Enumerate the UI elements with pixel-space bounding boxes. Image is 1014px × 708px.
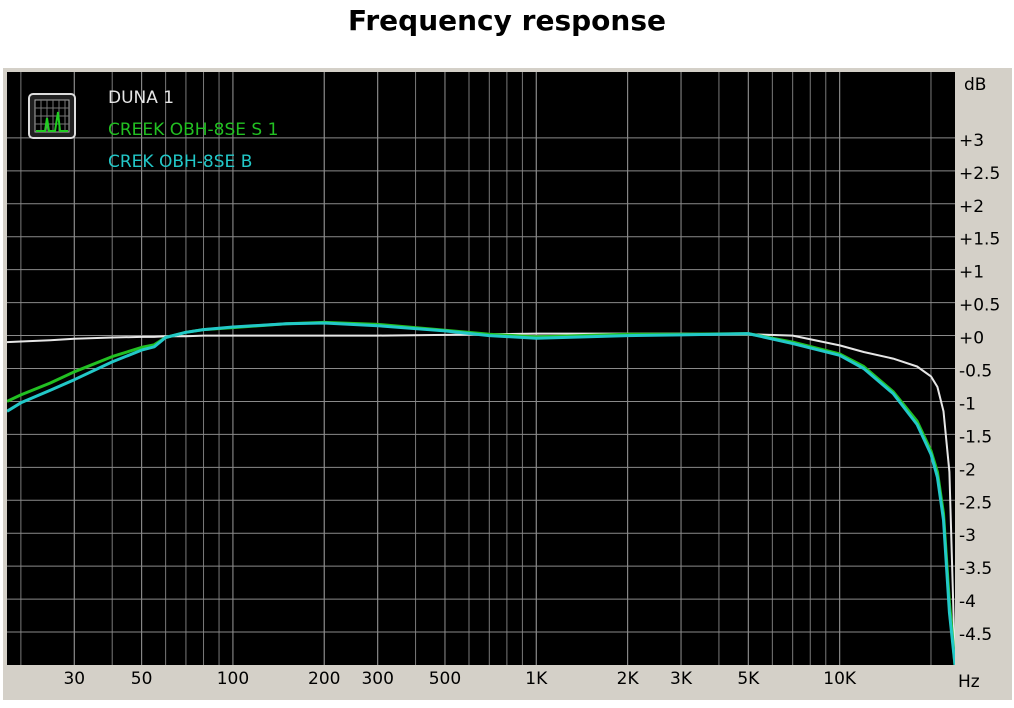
- series-line: [7, 321, 955, 665]
- x-tick-label: 1K: [525, 669, 548, 689]
- y-tick-label: -3: [959, 526, 976, 546]
- x-tick-label: 300: [361, 669, 393, 689]
- legend-entry: DUNA 1: [108, 88, 174, 108]
- y-tick-label: -1: [959, 394, 976, 414]
- y-tick-label: +1.5: [959, 230, 1000, 250]
- x-tick-label: 200: [308, 669, 340, 689]
- y-tick-label: +3: [959, 131, 984, 151]
- x-tick-label: 30: [63, 669, 85, 689]
- legend-icon: [28, 93, 76, 139]
- y-tick-label: -2.5: [959, 493, 992, 513]
- x-tick-label: 5K: [737, 669, 760, 689]
- x-tick-label: 100: [217, 669, 249, 689]
- y-tick-label: -1.5: [959, 427, 992, 447]
- grid: [7, 72, 955, 665]
- y-tick-label: +0: [959, 329, 984, 349]
- y-tick-label: +1: [959, 263, 984, 283]
- y-tick-label: +2: [959, 197, 984, 217]
- x-tick-label: 50: [131, 669, 153, 689]
- y-unit: dB: [964, 75, 986, 95]
- x-tick-label: 2K: [617, 669, 640, 689]
- y-tick-label: -4.5: [959, 625, 992, 645]
- y-tick-label: +2.5: [959, 164, 1000, 184]
- legend-entry: CREEK OBH-8SE S 1: [108, 120, 278, 140]
- y-tick-label: +0.5: [959, 296, 1000, 316]
- x-tick-label: 10K: [823, 669, 857, 689]
- y-tick-label: -2: [959, 460, 976, 480]
- x-tick-label: 3K: [670, 669, 693, 689]
- y-tick-label: -0.5: [959, 362, 992, 382]
- x-unit: Hz: [958, 672, 980, 692]
- y-tick-label: -3.5: [959, 559, 992, 579]
- chart-title: Frequency response: [348, 4, 666, 37]
- y-tick-label: -4: [959, 592, 976, 612]
- lines: [7, 320, 955, 665]
- legend-entry: CREK OBH-8SE B: [108, 152, 252, 172]
- x-tick-label: 500: [429, 669, 461, 689]
